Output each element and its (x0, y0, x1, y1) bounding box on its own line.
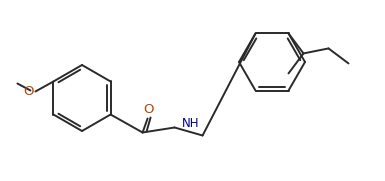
Text: O: O (143, 103, 154, 116)
Text: O: O (23, 85, 33, 98)
Text: NH: NH (182, 117, 199, 130)
